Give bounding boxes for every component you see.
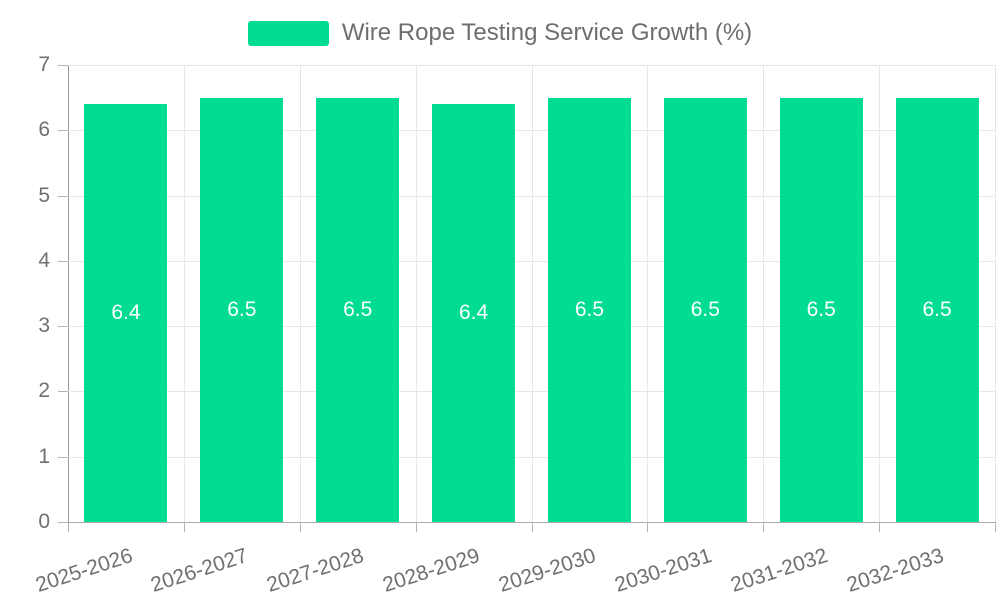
bar[interactable]: 6.5: [779, 97, 863, 522]
bar[interactable]: 6.5: [200, 97, 284, 522]
y-axis-tick: [58, 195, 68, 197]
bar[interactable]: 6.5: [316, 97, 400, 522]
y-axis-tick: [58, 260, 68, 262]
bar-value-label: 6.5: [690, 297, 720, 321]
legend-item[interactable]: Wire Rope Testing Service Growth (%): [0, 19, 1000, 46]
x-axis-tick: [879, 522, 881, 532]
bar[interactable]: 6.5: [895, 97, 979, 522]
bar-value-label: 6.5: [922, 297, 952, 321]
x-axis-label: 2027-2028: [264, 544, 367, 597]
gridline-vertical: [415, 65, 417, 522]
gridline-vertical: [763, 65, 765, 522]
bar[interactable]: 6.5: [663, 97, 747, 522]
legend-swatch: [247, 20, 329, 46]
x-axis-tick: [531, 522, 533, 532]
gridline-vertical: [879, 65, 881, 522]
plot-area: 6.4 6.5 6.5 6.4 6.5 6.5 6.5 6.5: [68, 65, 996, 522]
x-axis-line: [58, 522, 995, 523]
x-axis-label: 2031-2032: [727, 544, 831, 597]
y-axis-tick: [58, 456, 68, 458]
bar[interactable]: 6.4: [432, 104, 516, 522]
gridline-vertical: [995, 65, 996, 522]
y-axis-label: 2: [38, 379, 50, 403]
x-axis-tick: [299, 522, 301, 532]
x-axis-tick: [647, 522, 649, 532]
x-axis-tick: [763, 522, 765, 532]
y-axis-tick: [58, 522, 68, 523]
x-axis-label: 2029-2030: [495, 544, 599, 597]
x-axis-label: 2030-2031: [611, 544, 715, 597]
y-axis-label: 0: [38, 510, 50, 533]
y-axis-line: [68, 65, 69, 522]
x-axis-label: 2026-2027: [148, 544, 251, 597]
y-axis-tick: [58, 65, 68, 66]
bar[interactable]: 6.4: [84, 104, 168, 522]
bar[interactable]: 6.5: [547, 97, 631, 522]
legend-label: Wire Rope Testing Service Growth (%): [341, 19, 753, 46]
y-axis-tick: [58, 130, 68, 132]
x-axis-label: 2032-2033: [843, 544, 947, 597]
x-axis-tick: [68, 522, 69, 532]
y-axis-label: 1: [38, 444, 50, 468]
x-axis-tick: [995, 522, 996, 532]
y-axis-label: 4: [38, 248, 50, 272]
y-axis-tick: [58, 326, 68, 328]
y-axis-label: 7: [38, 53, 50, 76]
bar-value-label: 6.5: [343, 297, 373, 321]
bar-value-label: 6.5: [574, 297, 605, 321]
bar-value-label: 6.5: [806, 297, 836, 321]
gridline-vertical: [647, 65, 649, 522]
bar-value-label: 6.4: [458, 301, 489, 325]
gridline-vertical: [299, 65, 301, 522]
x-axis-label: 2025-2026: [32, 544, 136, 597]
x-axis-tick: [183, 522, 185, 532]
y-axis-label: 3: [38, 314, 50, 338]
bar-value-label: 6.4: [111, 301, 141, 325]
gridline-vertical: [531, 65, 533, 522]
y-axis-label: 6: [38, 118, 50, 142]
gridline-vertical: [183, 65, 185, 522]
y-axis-tick: [58, 391, 68, 393]
y-axis-label: 5: [38, 183, 50, 207]
bar-value-label: 6.5: [227, 297, 257, 321]
x-axis-label: 2028-2029: [380, 544, 483, 597]
x-axis-tick: [415, 522, 417, 532]
